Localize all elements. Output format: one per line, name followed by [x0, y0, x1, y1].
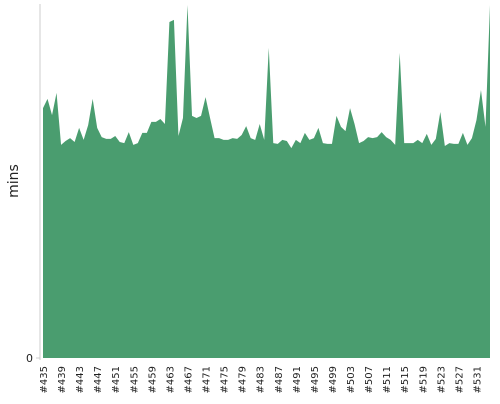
x-tick-label: #519	[418, 366, 429, 393]
y-axis-label: mins	[6, 164, 22, 198]
x-tick-label: #503	[346, 366, 357, 393]
x-tick-label: #475	[220, 366, 231, 393]
x-tick-label: #447	[93, 366, 104, 393]
x-tick-label: #499	[328, 366, 339, 393]
x-tick-label: #523	[436, 366, 447, 393]
x-tick-label: #495	[310, 366, 321, 393]
x-tick-label: #435	[39, 366, 50, 393]
x-tick-label: #463	[165, 366, 176, 393]
x-tick-label: #443	[75, 366, 86, 393]
area	[43, 5, 490, 358]
x-tick-label: #479	[238, 366, 249, 393]
x-tick-label: #487	[274, 366, 285, 393]
x-tick-label: #515	[400, 366, 411, 393]
x-tick-label: #455	[129, 366, 140, 393]
x-tick-label: #527	[454, 366, 465, 393]
x-tick-label: #531	[472, 366, 483, 393]
x-tick-label: #483	[256, 366, 267, 393]
x-tick-label: #507	[364, 366, 375, 393]
x-tick-label: #439	[57, 366, 68, 393]
x-tick-label: #459	[147, 366, 158, 393]
y-tick-label: 0	[26, 352, 33, 365]
x-tick-label: #471	[202, 366, 213, 393]
x-tick-label: #491	[292, 366, 303, 393]
x-tick-label: #451	[111, 366, 122, 393]
x-tick-label: #467	[183, 366, 194, 393]
x-tick-label: #511	[382, 366, 393, 393]
